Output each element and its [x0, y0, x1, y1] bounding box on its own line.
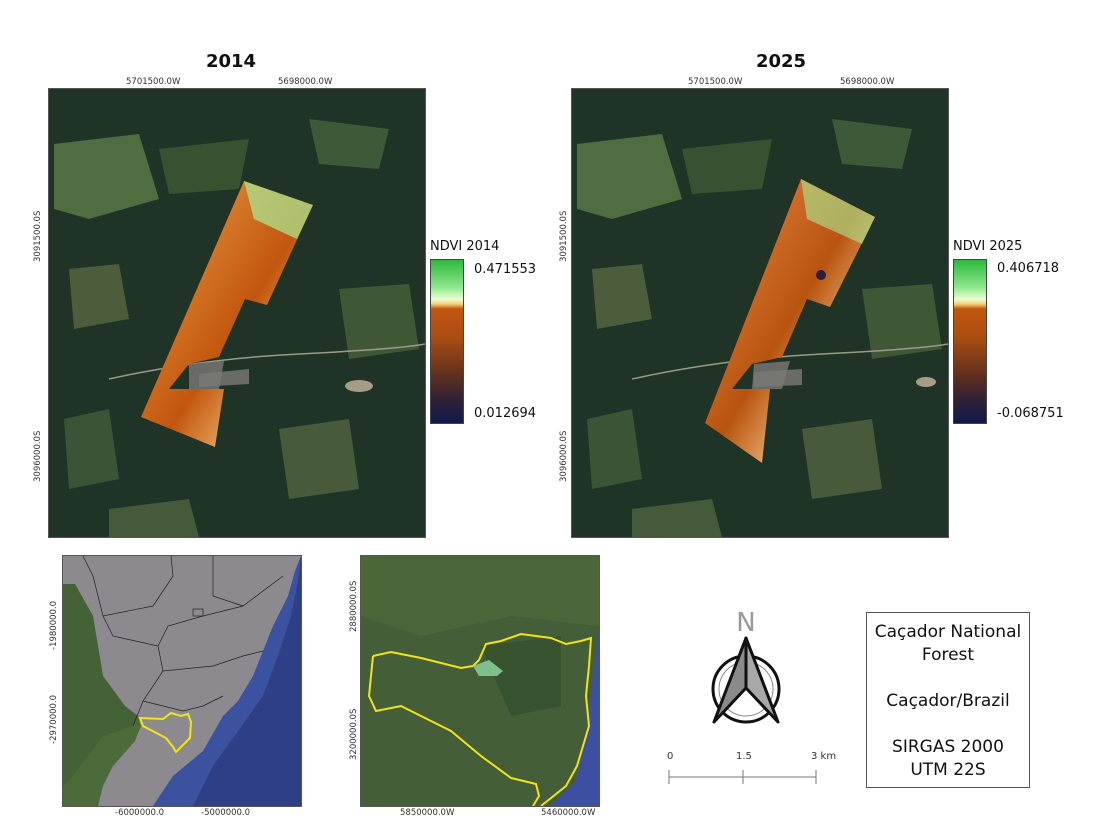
- inset-map-south-america[interactable]: [62, 555, 302, 807]
- legend-title-2014: NDVI 2014: [430, 239, 500, 254]
- inset-map-state[interactable]: [360, 555, 600, 807]
- inset1-x-tick-2: -5000000.0: [201, 808, 251, 818]
- legend-max-2014: 0.471553: [474, 262, 537, 277]
- x-tick-2025-2: 5698000.0W: [840, 77, 895, 87]
- ndvi-color-ramp-2025: [953, 259, 987, 424]
- y-tick-2014-1: 3091500.0S: [33, 210, 43, 262]
- state-basemap: [361, 556, 599, 806]
- inset2-x-tick-1: 5850000.0W: [400, 808, 455, 818]
- ndvi-color-ramp-2014: [430, 259, 464, 424]
- north-arrow-icon: [711, 636, 781, 724]
- map-info-box: Caçador National Forest Caçador/Brazil S…: [866, 612, 1030, 788]
- x-tick-2025-1: 5701500.0W: [688, 77, 743, 87]
- inset1-x-tick-1: -6000000.0: [115, 808, 165, 818]
- y-tick-2014-2: 3096000.0S: [33, 430, 43, 482]
- legend-max-2025: 0.406718: [997, 261, 1060, 276]
- scale-bar: [668, 770, 817, 784]
- inset2-y-tick-1: 2880000.0S: [349, 580, 359, 632]
- x-tick-2014-2: 5698000.0W: [278, 77, 333, 87]
- map-title-2025: 2025: [755, 51, 807, 72]
- legend-title-2025: NDVI 2025: [953, 239, 1023, 254]
- y-tick-2025-1: 3091500.0S: [559, 210, 569, 262]
- satellite-basemap-2014: [49, 89, 425, 537]
- info-title-line2: Forest: [921, 645, 975, 665]
- map-title-2014: 2014: [205, 51, 257, 72]
- info-datum: SIRGAS 2000: [892, 737, 1004, 757]
- legend-min-2014: 0.012694: [474, 406, 537, 421]
- info-location: Caçador/Brazil: [886, 691, 1010, 711]
- x-tick-2014-1: 5701500.0W: [126, 77, 181, 87]
- info-projection: UTM 22S: [910, 760, 986, 780]
- ndvi-map-2014[interactable]: [48, 88, 426, 538]
- ndvi-map-2025[interactable]: [571, 88, 949, 538]
- legend-min-2025: -0.068751: [997, 406, 1064, 421]
- info-title-line1: Caçador National: [874, 622, 1022, 642]
- y-tick-2025-2: 3096000.0S: [559, 430, 569, 482]
- inset1-y-tick-2: -2970000.0: [49, 694, 59, 744]
- north-arrow-label: N: [736, 608, 756, 638]
- inset1-y-tick-1: -1980000.0: [49, 600, 59, 650]
- satellite-basemap-2025: [572, 89, 948, 537]
- scale-label-3km: 3 km: [811, 751, 837, 762]
- scale-label-0: 0: [667, 751, 674, 762]
- scale-label-1-5: 1.5: [736, 751, 752, 762]
- south-america-basemap: [63, 556, 301, 806]
- inset2-y-tick-2: 3200000.0S: [349, 708, 359, 760]
- inset2-x-tick-2: 5460000.0W: [541, 808, 596, 818]
